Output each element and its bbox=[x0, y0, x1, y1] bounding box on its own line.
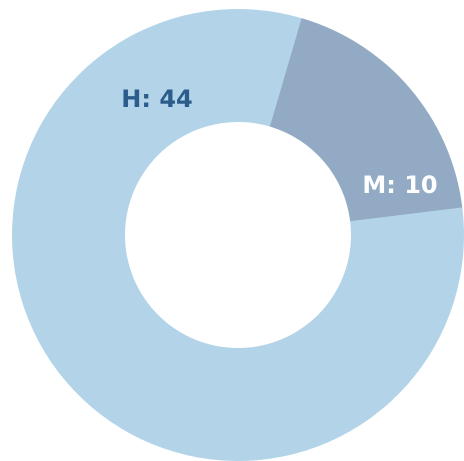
segment-label: H: 44 bbox=[121, 85, 192, 113]
donut-segment bbox=[12, 9, 464, 461]
segment-label: M: 10 bbox=[362, 171, 437, 199]
donut-segment bbox=[269, 18, 463, 222]
